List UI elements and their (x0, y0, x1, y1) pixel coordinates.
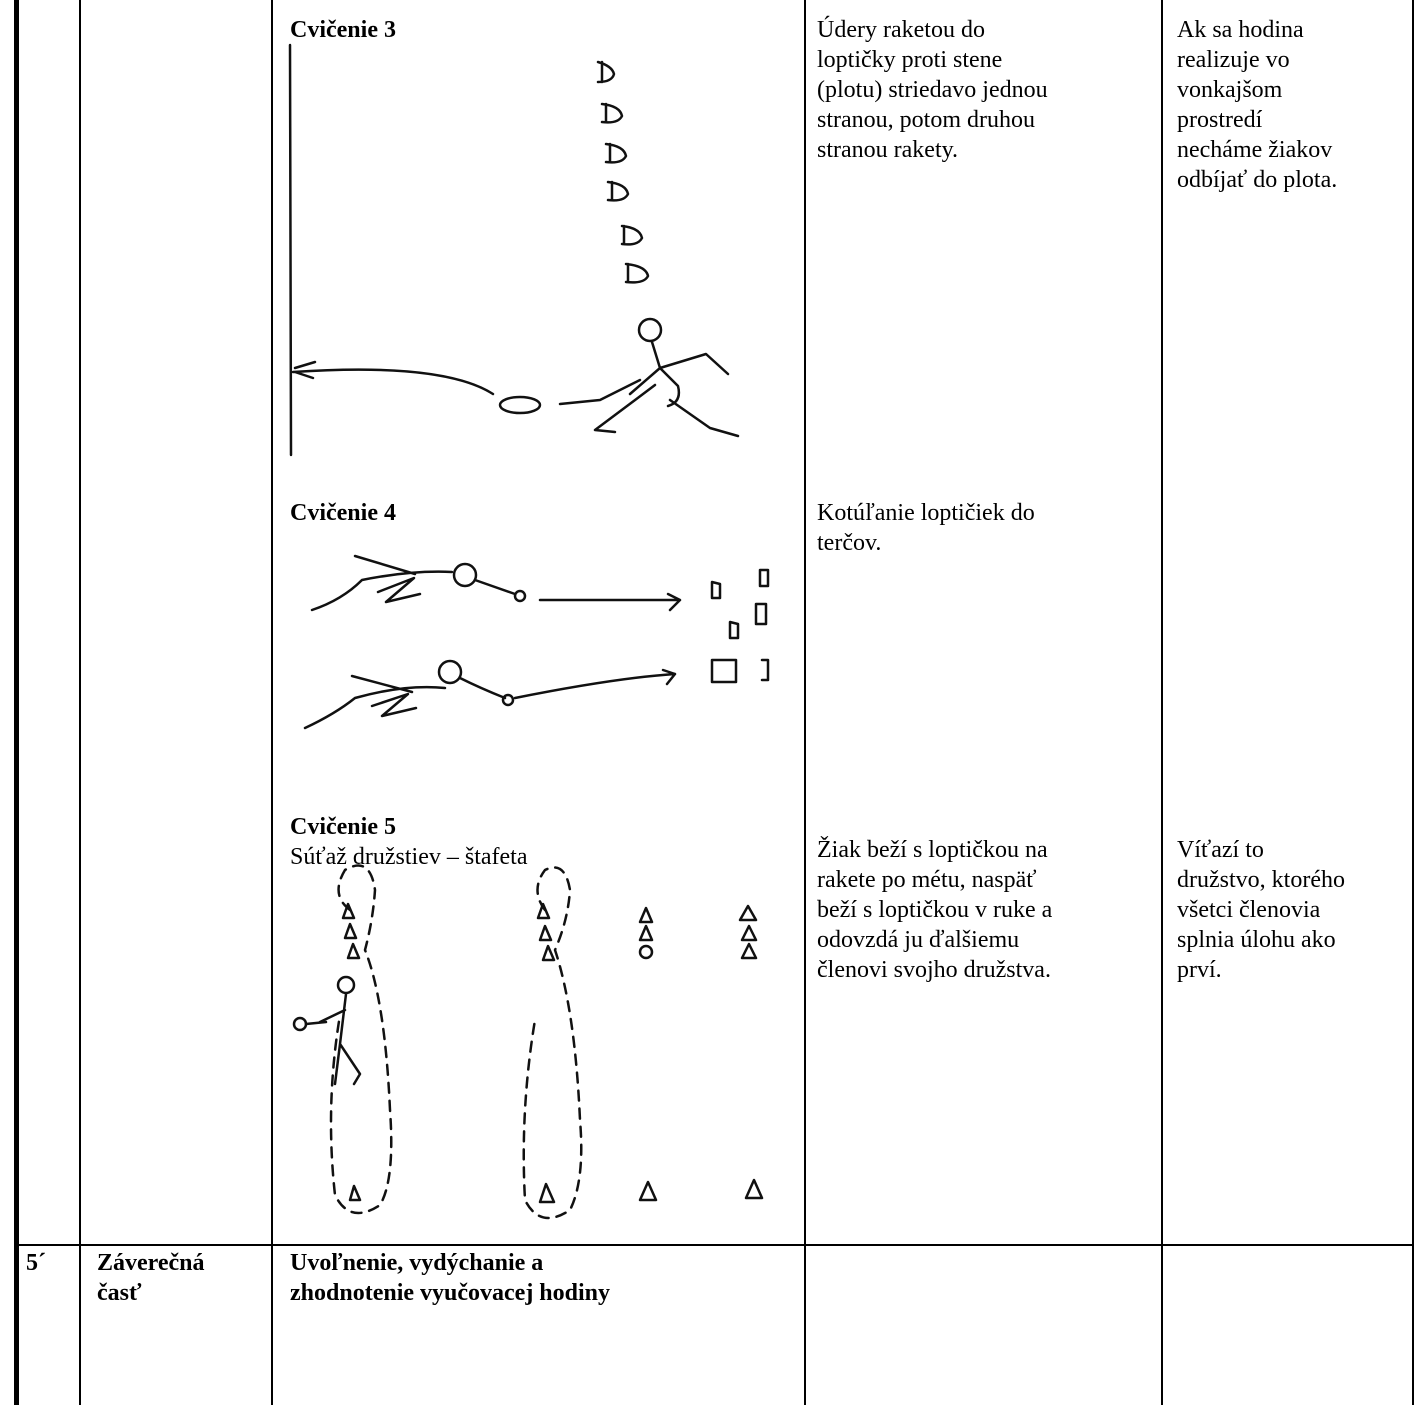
text-line: stranou rakety. (817, 137, 959, 163)
sketch-exercise-4 (303, 554, 770, 730)
text-line: Uvoľnenie, vydýchanie a (290, 1250, 544, 1276)
exercise-note: Víťazí to družstvo, ktorého všetci členovi… (1177, 835, 1345, 985)
text-line: odovzdá ju ďalšiemu (817, 927, 1020, 953)
text-line: Údery raketou do (817, 17, 985, 43)
text-line: družstvo, ktorého (1177, 867, 1345, 893)
text-line: Ak sa hodina (1177, 17, 1304, 43)
time-cell: 5´ (26, 1250, 46, 1276)
content-cell: Uvoľnenie, vydýchanie a zhodnotenie vyučo… (290, 1248, 610, 1308)
exercise-title: Cvičenie 5 (290, 814, 396, 840)
text-line: necháme žiakov (1177, 137, 1333, 163)
text-line: Žiak beží s loptičkou na (817, 837, 1048, 863)
text-line: prví. (1177, 957, 1222, 983)
exercise-title: Cvičenie 3 (290, 17, 396, 43)
exercise-title: Cvičenie 4 (290, 500, 396, 526)
text-line: Víťazí to (1177, 837, 1264, 863)
text-line: rakete po métu, naspäť (817, 867, 1037, 893)
text-line: loptičky proti stene (817, 47, 1003, 73)
text-line: Kotúľanie loptičiek do (817, 500, 1035, 526)
text-line: stranou, potom druhou (817, 107, 1035, 133)
text-line: splnia úlohu ako (1177, 927, 1336, 953)
text-line: vonkajšom (1177, 77, 1283, 103)
cell-borders (14, 0, 1414, 1405)
exercise-description: Žiak beží s loptičkou na rakete po métu, … (817, 835, 1052, 985)
text-line: terčov. (817, 530, 882, 556)
text-line: realizuje vo (1177, 47, 1290, 73)
text-line: (plotu) striedavo jednou (817, 77, 1048, 103)
text-line: členovi svojho družstva. (817, 957, 1051, 983)
text-line: prostredí (1177, 107, 1263, 133)
text-line: beží s loptičkou v ruke a (817, 897, 1053, 923)
exercise-subtitle: Súťaž družstiev – štafeta (290, 844, 528, 870)
sketch-exercise-3 (288, 43, 740, 457)
text-line: Záverečná (97, 1250, 205, 1276)
text-line: zhodnotenie vyučovacej hodiny (290, 1280, 611, 1306)
exercise-description: Údery raketou do loptičky proti stene (plo… (817, 15, 1048, 165)
left-border (14, 0, 19, 1405)
text-line: odbíjať do plota. (1177, 167, 1338, 193)
exercise-description: Kotúľanie loptičiek do terčov. (817, 498, 1035, 558)
text-line: časť (97, 1280, 142, 1306)
part-cell: Záverečná časť (97, 1248, 205, 1308)
exercise-note: Ak sa hodina realizuje vo vonkajšom prostre… (1177, 15, 1337, 195)
text-line: všetci členovia (1177, 897, 1321, 923)
sketch-exercise-5 (292, 864, 764, 1220)
